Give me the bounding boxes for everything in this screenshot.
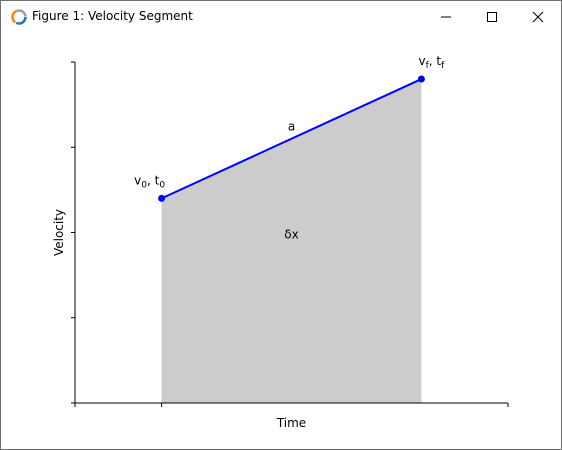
window-title: Figure 1: Velocity Segment xyxy=(32,9,193,23)
point-marker-end xyxy=(417,75,425,83)
minimize-button[interactable] xyxy=(423,1,469,32)
maximize-button[interactable] xyxy=(469,1,515,32)
point-label-start: v0, t0 xyxy=(134,173,165,190)
title-bar[interactable]: Figure 1: Velocity Segment xyxy=(1,1,561,32)
close-icon xyxy=(532,11,544,23)
minimize-icon xyxy=(441,16,451,18)
acceleration-line xyxy=(161,78,422,200)
y-axis-label: Velocity xyxy=(52,209,66,256)
point-marker-start xyxy=(158,194,166,202)
matplotlib-logo-icon xyxy=(11,9,27,25)
close-button[interactable] xyxy=(515,1,561,32)
segment-label: a xyxy=(288,120,295,134)
x-axis-label: Time xyxy=(276,416,306,430)
maximize-icon xyxy=(487,12,497,22)
displacement-area xyxy=(161,79,422,404)
point-label-end: vf, tf xyxy=(419,54,446,71)
area-label: δx xyxy=(284,228,298,242)
